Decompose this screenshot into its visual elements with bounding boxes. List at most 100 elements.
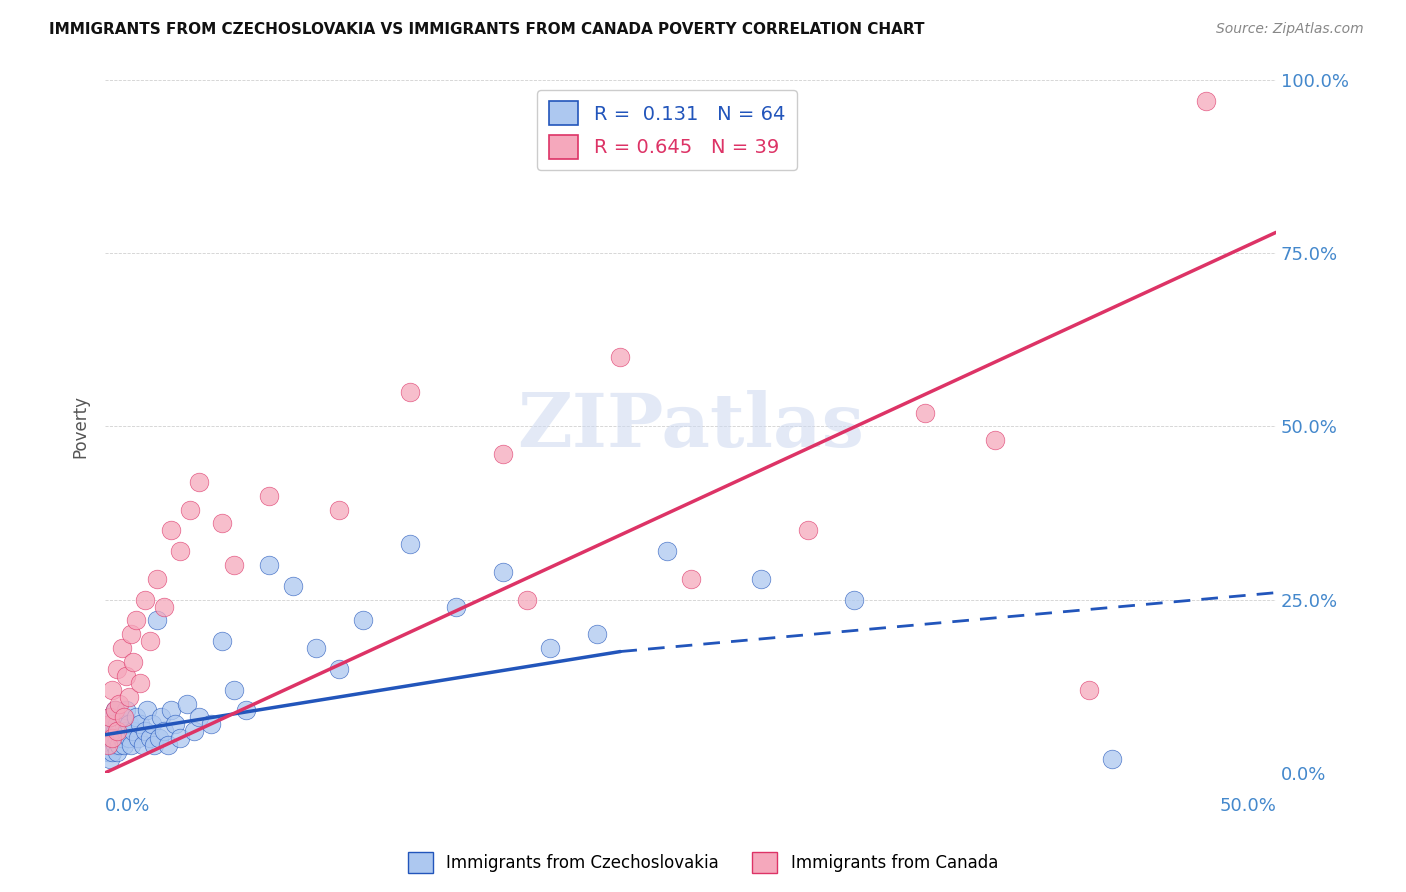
Point xyxy=(103,724,125,739)
Point xyxy=(235,703,257,717)
Point xyxy=(157,738,180,752)
Point xyxy=(98,738,121,752)
Point xyxy=(112,710,135,724)
Point xyxy=(222,682,245,697)
Point xyxy=(103,703,125,717)
Point xyxy=(179,502,201,516)
Point xyxy=(131,738,153,752)
Point xyxy=(101,682,124,697)
Point xyxy=(159,524,181,538)
Point xyxy=(586,627,609,641)
Point xyxy=(129,717,152,731)
Point xyxy=(110,710,132,724)
Point xyxy=(145,572,167,586)
Point xyxy=(122,655,145,669)
Point xyxy=(101,731,124,746)
Point xyxy=(398,384,420,399)
Point xyxy=(679,572,702,586)
Point xyxy=(115,703,138,717)
Point xyxy=(110,641,132,656)
Point xyxy=(103,703,125,717)
Point xyxy=(108,738,131,752)
Text: IMMIGRANTS FROM CZECHOSLOVAKIA VS IMMIGRANTS FROM CANADA POVERTY CORRELATION CHA: IMMIGRANTS FROM CZECHOSLOVAKIA VS IMMIGR… xyxy=(49,22,925,37)
Point xyxy=(120,738,142,752)
Point xyxy=(98,710,121,724)
Point xyxy=(98,710,121,724)
Point xyxy=(222,558,245,572)
Text: Source: ZipAtlas.com: Source: ZipAtlas.com xyxy=(1216,22,1364,37)
Point xyxy=(1101,752,1123,766)
Point xyxy=(305,641,328,656)
Point xyxy=(657,544,679,558)
Point xyxy=(187,710,209,724)
Point xyxy=(492,565,515,579)
Point xyxy=(984,434,1007,448)
Point xyxy=(134,592,156,607)
Point xyxy=(138,731,160,746)
Point xyxy=(117,731,139,746)
Point xyxy=(328,662,350,676)
Point xyxy=(176,697,198,711)
Legend: R =  0.131   N = 64, R = 0.645   N = 39: R = 0.131 N = 64, R = 0.645 N = 39 xyxy=(537,90,797,170)
Point xyxy=(105,662,128,676)
Point xyxy=(115,669,138,683)
Point xyxy=(609,350,631,364)
Y-axis label: Poverty: Poverty xyxy=(72,395,89,458)
Point xyxy=(143,738,166,752)
Point xyxy=(122,724,145,739)
Point xyxy=(148,731,170,746)
Point xyxy=(101,717,124,731)
Point xyxy=(105,724,128,739)
Point xyxy=(352,613,374,627)
Point xyxy=(96,724,118,739)
Point xyxy=(141,717,163,731)
Text: ZIPatlas: ZIPatlas xyxy=(517,390,865,463)
Point xyxy=(328,502,350,516)
Point xyxy=(120,627,142,641)
Point xyxy=(101,731,124,746)
Point xyxy=(96,738,118,752)
Point xyxy=(127,731,149,746)
Point xyxy=(134,724,156,739)
Text: 50.0%: 50.0% xyxy=(1219,797,1277,815)
Point xyxy=(124,613,146,627)
Point xyxy=(110,731,132,746)
Point xyxy=(211,634,233,648)
Point xyxy=(446,599,468,614)
Point xyxy=(136,703,159,717)
Point xyxy=(183,724,205,739)
Point xyxy=(101,745,124,759)
Point xyxy=(538,641,561,656)
Point xyxy=(115,724,138,739)
Point xyxy=(165,717,187,731)
Point xyxy=(103,738,125,752)
Point xyxy=(749,572,772,586)
Text: 0.0%: 0.0% xyxy=(105,797,150,815)
Point xyxy=(187,475,209,489)
Point xyxy=(516,592,538,607)
Point xyxy=(105,717,128,731)
Point xyxy=(129,675,152,690)
Point xyxy=(117,717,139,731)
Point xyxy=(398,537,420,551)
Point xyxy=(169,544,191,558)
Point xyxy=(145,613,167,627)
Point xyxy=(152,724,174,739)
Point xyxy=(796,524,818,538)
Point xyxy=(844,592,866,607)
Point xyxy=(492,447,515,461)
Point xyxy=(96,745,118,759)
Point xyxy=(117,690,139,704)
Point xyxy=(169,731,191,746)
Point xyxy=(98,752,121,766)
Point xyxy=(105,745,128,759)
Point xyxy=(1195,94,1218,108)
Legend: Immigrants from Czechoslovakia, Immigrants from Canada: Immigrants from Czechoslovakia, Immigran… xyxy=(401,846,1005,880)
Point xyxy=(150,710,173,724)
Point xyxy=(138,634,160,648)
Point xyxy=(211,516,233,531)
Point xyxy=(98,717,121,731)
Point xyxy=(257,558,280,572)
Point xyxy=(108,697,131,711)
Point xyxy=(200,717,222,731)
